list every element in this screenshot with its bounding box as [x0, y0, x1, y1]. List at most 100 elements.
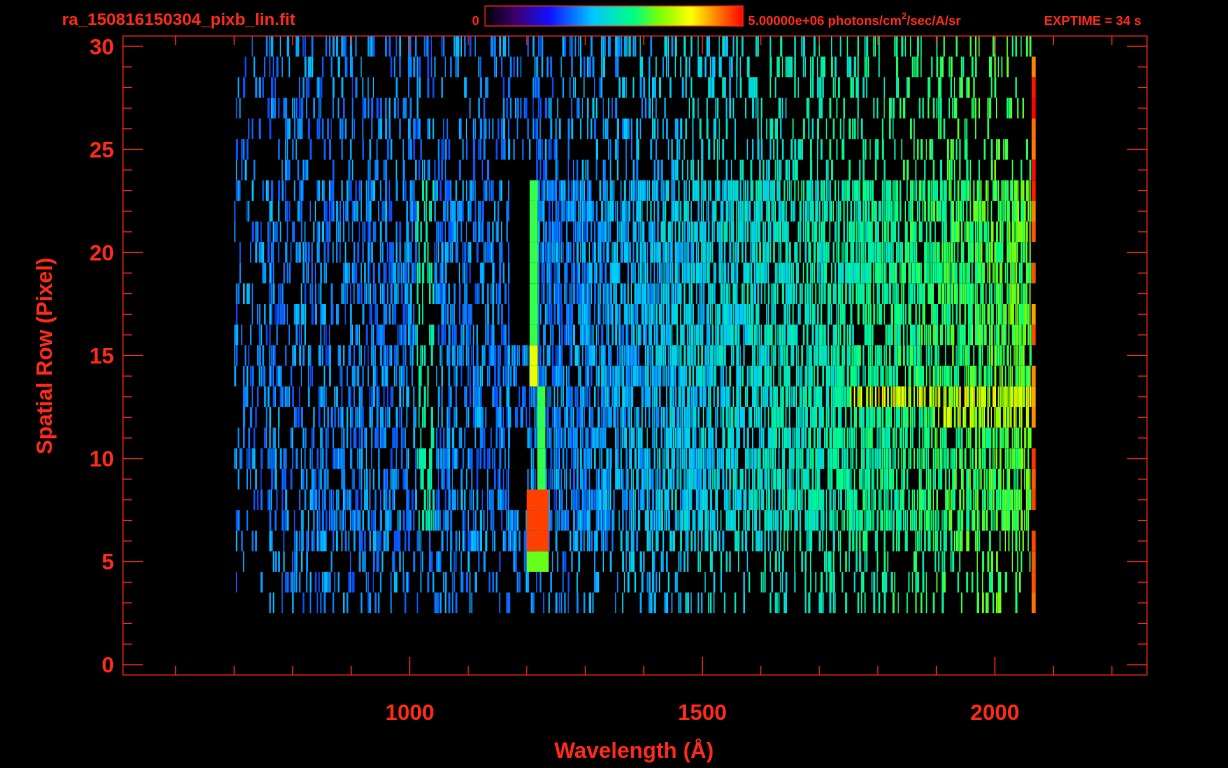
- heatmap-cell: [932, 510, 934, 531]
- heatmap-cell: [587, 221, 589, 243]
- heatmap-cell: [982, 386, 985, 407]
- heatmap-cell: [573, 200, 575, 222]
- heatmap-cell: [360, 427, 363, 449]
- heatmap-cell: [379, 242, 382, 263]
- heatmap-cell: [889, 510, 891, 531]
- heatmap-cell: [894, 304, 897, 325]
- heatmap-cell: [880, 345, 882, 366]
- heatmap-cell: [673, 448, 675, 469]
- heatmap-cell: [418, 386, 421, 407]
- heatmap-cell: [908, 365, 910, 387]
- heatmap-cell: [1006, 262, 1009, 284]
- heatmap-cell: [262, 242, 265, 263]
- heatmap-cell: [776, 262, 778, 284]
- heatmap-cell: [630, 448, 632, 469]
- heatmap-cell: [690, 489, 693, 511]
- heatmap-cell: [483, 345, 486, 366]
- heatmap-cell: [985, 242, 988, 263]
- heatmap-cell: [578, 283, 581, 304]
- heatmap-cell: [860, 427, 863, 449]
- heatmap-cell: [597, 304, 600, 325]
- heatmap-cell: [1015, 283, 1017, 304]
- heatmap-cell: [504, 530, 507, 552]
- heatmap-cell: [729, 365, 732, 387]
- heatmap-cell: [931, 407, 933, 428]
- heatmap-cell: [899, 345, 902, 366]
- heatmap-cell: [748, 448, 750, 469]
- heatmap-cell: [771, 571, 773, 593]
- heatmap-cell: [945, 530, 947, 552]
- heatmap-cell: [302, 510, 304, 531]
- heatmap-cell: [701, 489, 704, 511]
- heatmap-cell: [850, 283, 852, 304]
- heatmap-cell: [290, 365, 293, 387]
- heatmap-cell: [497, 304, 500, 325]
- heatmap-cell: [934, 221, 936, 243]
- heatmap-cell: [250, 468, 252, 490]
- heatmap-cell: [924, 324, 926, 346]
- heatmap-cell: [402, 365, 405, 387]
- heatmap-cell: [808, 386, 811, 407]
- heatmap-cell: [372, 468, 375, 490]
- heatmap-cell: [866, 407, 869, 428]
- heatmap-cell: [929, 345, 931, 366]
- heatmap-cell: [1020, 324, 1022, 346]
- heatmap-cell: [597, 571, 600, 593]
- heatmap-cell: [660, 489, 663, 511]
- heatmap-cell: [585, 283, 587, 304]
- heatmap-cell: [337, 448, 340, 469]
- heatmap-cell: [708, 386, 710, 407]
- heatmap-cell: [701, 530, 703, 552]
- heatmap-cell: [859, 510, 862, 531]
- heatmap-cell: [901, 448, 903, 469]
- heatmap-cell: [595, 262, 598, 284]
- heatmap-cell: [472, 489, 475, 511]
- heatmap-cell: [764, 221, 766, 243]
- heatmap-cell: [637, 365, 640, 387]
- heatmap-cell: [945, 489, 948, 511]
- heatmap-cell: [625, 551, 627, 572]
- heatmap-cell: [731, 510, 734, 531]
- heatmap-cell: [1006, 221, 1009, 243]
- heatmap-cell: [771, 283, 773, 304]
- heatmap-cell: [604, 386, 607, 407]
- heatmap-cell: [952, 448, 954, 469]
- heatmap-cell: [558, 489, 561, 511]
- heatmap-cell: [378, 200, 380, 222]
- heatmap-cell: [669, 407, 672, 428]
- heatmap-cell: [767, 407, 770, 428]
- heatmap-cell: [973, 283, 975, 304]
- heatmap-cell: [748, 365, 750, 387]
- heatmap-cell: [601, 200, 604, 222]
- heatmap-cell: [636, 427, 638, 449]
- heatmap-cell: [644, 510, 648, 531]
- heatmap-cell: [976, 551, 978, 572]
- heatmap-cell: [860, 592, 863, 614]
- heatmap-cell: [318, 283, 320, 304]
- heatmap-cell: [778, 592, 780, 614]
- heatmap-cell: [492, 489, 494, 511]
- heatmap-cell: [320, 345, 322, 366]
- heatmap-cell: [553, 427, 555, 449]
- heatmap-cell: [943, 304, 946, 325]
- heatmap-cell: [896, 262, 898, 284]
- heatmap-cell: [657, 242, 660, 263]
- heatmap-cell: [620, 345, 622, 366]
- heatmap-cell: [343, 262, 345, 284]
- heatmap-cell: [323, 468, 326, 490]
- heatmap-cell: [808, 345, 811, 366]
- heatmap-cell: [674, 365, 677, 387]
- heatmap-cell: [637, 324, 641, 346]
- heatmap-cell: [731, 324, 734, 346]
- heatmap-cell: [904, 365, 906, 387]
- heatmap-cell: [1029, 283, 1031, 304]
- heatmap-cell: [644, 365, 647, 387]
- heatmap-cell: [666, 242, 668, 263]
- heatmap-cell: [504, 365, 507, 387]
- heatmap-cell: [472, 221, 475, 243]
- heatmap-cell: [743, 571, 745, 593]
- heatmap-cell: [369, 304, 372, 325]
- heatmap-cell: [450, 221, 452, 243]
- heatmap-cell: [613, 365, 615, 387]
- heatmap-cell: [788, 386, 791, 407]
